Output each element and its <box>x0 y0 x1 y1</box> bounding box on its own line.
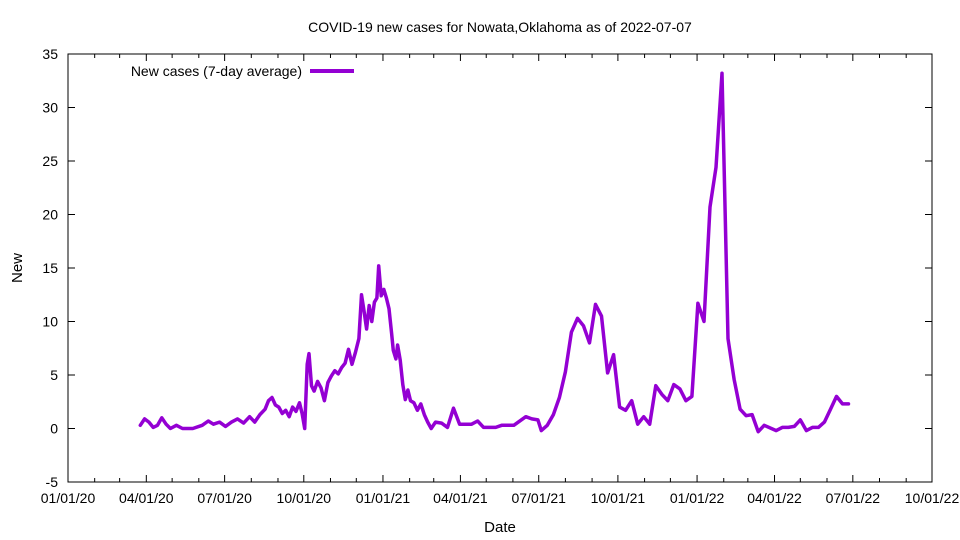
x-axis: 01/01/20 04/01/20 07/01/20 10/01/20 01/01/21… <box>41 54 960 506</box>
y-tick-label: 15 <box>42 260 58 276</box>
x-tick-label: 07/01/22 <box>826 490 881 506</box>
x-tick-label: 10/01/21 <box>591 490 646 506</box>
y-tick-label: 10 <box>42 314 58 330</box>
series-layer <box>138 71 851 434</box>
x-tick-label: 04/01/21 <box>433 490 488 506</box>
y-tick-label: 25 <box>42 153 58 169</box>
x-tick-label: 04/01/20 <box>119 490 174 506</box>
y-tick-label: 35 <box>42 46 58 62</box>
x-tick-label: 10/01/20 <box>277 490 332 506</box>
x-tick-label: 10/01/22 <box>905 490 960 506</box>
legend-label: New cases (7-day average) <box>131 63 302 79</box>
chart-title: COVID-19 new cases for Nowata,Oklahoma a… <box>308 19 692 35</box>
plot-frame <box>67 53 933 483</box>
x-tick-label: 07/01/20 <box>197 490 252 506</box>
y-tick-label: 5 <box>50 367 58 383</box>
y-tick-label: 0 <box>50 421 58 437</box>
x-tick-label: 01/01/22 <box>670 490 725 506</box>
y-axis-title: New <box>9 253 26 283</box>
y-tick-label: 30 <box>42 100 58 116</box>
y-tick-label: -5 <box>46 474 59 490</box>
x-tick-label: 04/01/22 <box>747 490 802 506</box>
series-line <box>138 71 851 434</box>
x-tick-label: 07/01/21 <box>511 490 566 506</box>
x-axis-title: Date <box>484 519 516 536</box>
legend: New cases (7-day average) <box>131 63 354 79</box>
x-tick-label: 01/01/21 <box>356 490 411 506</box>
y-axis: -5 0 5 10 15 20 25 30 35 <box>42 46 932 490</box>
y-tick-label: 20 <box>42 207 58 223</box>
x-tick-label: 01/01/20 <box>41 490 96 506</box>
